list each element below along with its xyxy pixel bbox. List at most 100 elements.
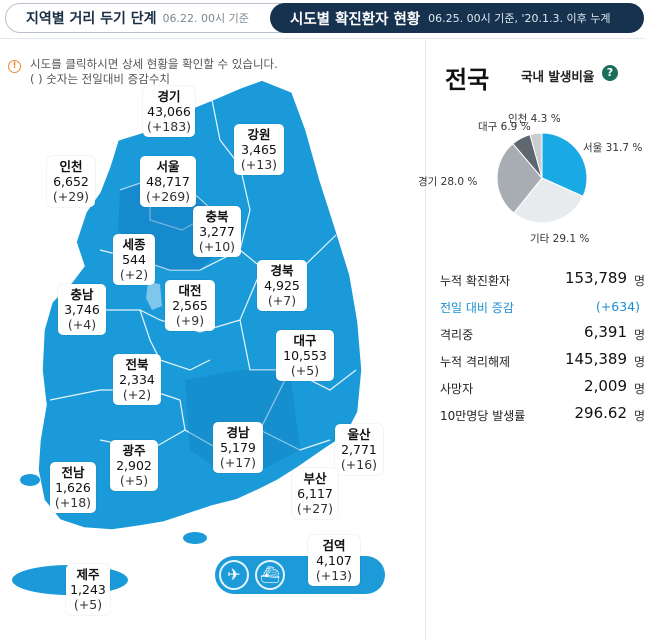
region-delta: (+18) <box>54 495 92 510</box>
tab-confirmed-title: 시도별 확진환자 현황 <box>290 11 421 28</box>
region-sejong[interactable]: 세종 544 (+2) <box>113 234 155 285</box>
region-name: 경북 <box>270 263 294 278</box>
region-delta: (+5) <box>73 597 103 612</box>
panel-divider <box>425 40 426 640</box>
region-delta: (+5) <box>290 363 320 378</box>
stat-label: 누적 격리해제 <box>440 355 511 369</box>
help-icon[interactable]: ? <box>602 65 618 81</box>
domestic-ratio-pie: 인천 4.3 % 대구 6.9 % 서울 31.7 % 경기 28.0 % 기타… <box>418 100 645 250</box>
region-jeju[interactable]: 제주 1,243 (+5) <box>66 564 110 615</box>
pie-svg <box>496 132 588 224</box>
region-value: 2,771 <box>341 442 377 457</box>
airplane-icon[interactable]: ✈ <box>219 560 249 590</box>
stat-row-cumulative: 누적 확진환자 153,789 명 <box>440 268 645 295</box>
region-delta: (+10) <box>198 239 236 254</box>
region-busan[interactable]: 부산 6,117 (+27) <box>292 468 338 519</box>
stat-unit: 명 <box>633 274 645 288</box>
region-name: 광주 <box>122 443 146 458</box>
region-jeonnam[interactable]: 전남 1,626 (+18) <box>50 462 96 513</box>
region-name: 경남 <box>226 425 250 440</box>
region-delta: (+4) <box>67 317 97 332</box>
region-name: 대구 <box>293 333 317 348</box>
pie-label-incheon: 인천 4.3 % <box>508 113 561 125</box>
region-gwangju[interactable]: 광주 2,902 (+5) <box>110 440 158 491</box>
stat-label: 격리중 <box>440 328 474 342</box>
region-value: 5,179 <box>220 440 256 455</box>
region-name: 울산 <box>347 427 371 442</box>
region-value: 2,902 <box>116 458 152 473</box>
stat-row-isolating: 격리중 6,391 명 <box>440 322 645 349</box>
region-value: 544 <box>122 252 146 267</box>
region-name: 제주 <box>76 567 100 582</box>
region-chungnam[interactable]: 충남 3,746 (+4) <box>58 284 106 335</box>
notice-line-2: ( ) 숫자는 전일대비 증감수치 <box>30 72 170 86</box>
domestic-ratio-label: 국내 발생비율 <box>521 69 595 84</box>
stat-value: 145,389 <box>564 350 627 368</box>
south-islands <box>183 532 207 544</box>
region-incheon[interactable]: 인천 6,652 (+29) <box>47 156 95 207</box>
region-quarantine[interactable]: 검역 4,107 (+13) <box>308 535 360 586</box>
region-gyeonggi[interactable]: 경기 43,066 (+183) <box>143 86 195 137</box>
region-gyeongbuk[interactable]: 경북 4,925 (+7) <box>257 260 307 311</box>
pie-label-seoul: 서울 31.7 % <box>583 142 643 154</box>
region-name: 부산 <box>303 471 327 486</box>
region-seoul[interactable]: 서울 48,717 (+269) <box>140 156 196 207</box>
region-gyeongnam[interactable]: 경남 5,179 (+17) <box>213 422 263 473</box>
region-value: 10,553 <box>283 348 327 363</box>
region-jeonbuk[interactable]: 전북 2,334 (+2) <box>113 354 161 405</box>
region-name: 충북 <box>205 209 229 224</box>
region-value: 2,334 <box>119 372 155 387</box>
region-value: 4,925 <box>264 278 300 293</box>
region-value: 3,277 <box>199 224 235 239</box>
map-notice: ! 시도를 클릭하시면 상세 현황을 확인할 수 있습니다. ( ) 숫자는 전… <box>8 57 328 87</box>
region-delta: (+2) <box>122 387 152 402</box>
region-value: 43,066 <box>147 104 191 119</box>
stat-row-daily-change: 전일 대비 증감 (+634) <box>440 295 645 322</box>
region-delta: (+9) <box>175 313 205 328</box>
west-islands <box>20 474 40 486</box>
korea-map-svg <box>12 79 363 595</box>
region-delta: (+16) <box>340 457 378 472</box>
region-delta: (+7) <box>267 293 297 308</box>
tab-distancing-level[interactable]: 지역별 거리 두기 단계 06.22. 00시 기준 <box>5 3 297 33</box>
pie-slice-1 <box>513 177 584 224</box>
region-name: 전북 <box>125 357 149 372</box>
pie-label-other: 기타 29.1 % <box>530 233 590 245</box>
stat-value: 153,789 <box>564 269 627 287</box>
region-gangwon[interactable]: 강원 3,465 (+13) <box>234 124 284 175</box>
national-title: 전국 <box>445 66 490 94</box>
region-daejeon[interactable]: 대전 2,565 (+9) <box>165 280 215 331</box>
region-delta: (+2) <box>119 267 149 282</box>
stat-value: (+634) <box>595 299 640 314</box>
ship-icon[interactable]: ⛴ <box>255 560 285 590</box>
stat-row-incidence: 10만명당 발생률 296.62 명 <box>440 403 645 430</box>
tab-divider <box>0 38 645 39</box>
sejong-marker <box>146 282 162 310</box>
region-name: 경기 <box>157 89 181 104</box>
pie-slice-0 <box>541 132 588 198</box>
region-ulsan[interactable]: 울산 2,771 (+16) <box>335 424 383 475</box>
region-value: 48,717 <box>146 174 190 189</box>
region-value: 6,652 <box>53 174 89 189</box>
tab-confirmed-status[interactable]: 시도별 확진환자 현황 06.25. 00시 기준, '20.1.3. 이후 누… <box>270 3 644 33</box>
national-stats: 누적 확진환자 153,789 명 전일 대비 증감 (+634) 격리중 6,… <box>440 268 645 430</box>
info-icon: ! <box>8 60 21 73</box>
pie-label-gyeonggi: 경기 28.0 % <box>418 176 478 188</box>
korea-map: 경기 43,066 (+183) 강원 3,465 (+13) 인천 6,652… <box>0 70 425 630</box>
stat-value: 2,009 <box>584 377 627 395</box>
stat-row-deaths: 사망자 2,009 명 <box>440 376 645 403</box>
region-value: 3,465 <box>241 142 277 157</box>
region-daegu[interactable]: 대구 10,553 (+5) <box>276 330 334 381</box>
region-name: 대전 <box>178 283 202 298</box>
stat-unit: 명 <box>633 409 645 423</box>
pie-slice-4 <box>529 132 543 179</box>
pie-slice-2 <box>496 142 543 214</box>
region-delta: (+5) <box>119 473 149 488</box>
region-delta: (+183) <box>146 119 192 134</box>
stat-row-released: 누적 격리해제 145,389 명 <box>440 349 645 376</box>
region-value: 6,117 <box>297 486 333 501</box>
region-chungbuk[interactable]: 충북 3,277 (+10) <box>193 206 241 257</box>
region-value: 2,565 <box>172 298 208 313</box>
region-name: 세종 <box>122 237 146 252</box>
stat-value: 6,391 <box>584 323 627 341</box>
